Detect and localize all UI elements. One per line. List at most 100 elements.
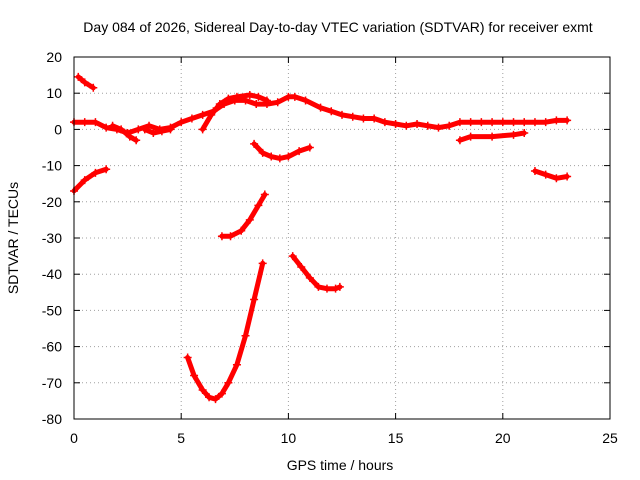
- data-point: [198, 386, 207, 395]
- data-point: [149, 129, 158, 138]
- data-point: [145, 121, 154, 130]
- data-point: [108, 121, 117, 130]
- y-tick-label: 10: [46, 85, 62, 101]
- data-point: [391, 119, 400, 128]
- data-point: [267, 152, 276, 161]
- data-point: [198, 125, 207, 134]
- data-point: [102, 165, 111, 174]
- data-point: [132, 136, 141, 145]
- series-arc-12: [532, 168, 570, 181]
- data-point: [241, 331, 250, 340]
- data-point: [89, 83, 98, 92]
- plot-frame: [73, 56, 611, 420]
- data-point: [520, 118, 529, 127]
- data-point: [215, 100, 224, 109]
- data-point: [177, 118, 186, 127]
- data-point: [250, 139, 259, 148]
- data-point: [198, 110, 207, 119]
- data-point: [254, 92, 263, 101]
- data-point: [252, 100, 261, 109]
- data-point: [477, 118, 486, 127]
- data-point: [541, 118, 550, 127]
- data-point: [380, 118, 389, 127]
- data-point: [74, 72, 83, 81]
- y-tick-label: 20: [46, 49, 62, 65]
- data-point: [254, 201, 263, 210]
- data-point: [327, 107, 336, 116]
- y-tick-label: -70: [42, 375, 62, 391]
- y-tick-label: -50: [42, 302, 62, 318]
- series-arc-2: [110, 123, 139, 143]
- data-point: [224, 94, 233, 103]
- data-point: [335, 282, 344, 291]
- data-point: [80, 176, 89, 185]
- data-point: [80, 118, 89, 127]
- y-tick-label: -60: [42, 339, 62, 355]
- x-tick-label: 20: [495, 430, 511, 446]
- data-point: [117, 125, 126, 134]
- data-point: [348, 112, 357, 121]
- data-point: [157, 127, 166, 136]
- data-point: [455, 118, 464, 127]
- tick-layer: 0 5 10 15 20 25 -80 -70 -60 -50 -40 -30 -20 -10 0 10 20: [42, 49, 618, 446]
- data-point: [314, 282, 323, 291]
- data-point: [552, 174, 561, 183]
- data-point: [80, 78, 89, 87]
- data-point: [297, 262, 306, 271]
- data-point: [258, 148, 267, 157]
- data-point: [258, 259, 267, 268]
- data-point: [466, 118, 475, 127]
- grid-layer: [74, 57, 610, 419]
- data-point: [563, 172, 572, 181]
- data-point: [402, 121, 411, 130]
- data-point: [488, 132, 497, 141]
- data-point: [290, 92, 299, 101]
- data-point: [226, 232, 235, 241]
- x-axis-title: GPS time / hours: [287, 457, 394, 473]
- data-point: [237, 226, 246, 235]
- data-point: [232, 92, 241, 101]
- data-point: [183, 353, 192, 362]
- data-point: [166, 125, 175, 134]
- data-point: [205, 393, 214, 402]
- data-point: [211, 395, 220, 404]
- data-point: [250, 295, 259, 304]
- y-tick-label: 0: [54, 121, 62, 137]
- x-tick-label: 15: [388, 430, 404, 446]
- data-point: [91, 168, 100, 177]
- x-tick-label: 25: [602, 430, 618, 446]
- data-point: [322, 284, 331, 293]
- y-tick-label: -40: [42, 266, 62, 282]
- data-point: [434, 123, 443, 132]
- data-point: [260, 190, 269, 199]
- series-layer: [70, 72, 572, 404]
- x-tick-label: 5: [177, 430, 185, 446]
- data-point: [125, 132, 134, 141]
- data-point: [284, 152, 293, 161]
- data-point: [190, 371, 199, 380]
- data-point: [232, 360, 241, 369]
- data-point: [498, 118, 507, 127]
- chart-title: Day 084 of 2026, Sidereal Day-to-day VTE…: [83, 19, 592, 35]
- data-point: [331, 284, 340, 293]
- data-point: [295, 147, 304, 156]
- data-point: [288, 252, 297, 261]
- y-tick-label: -10: [42, 158, 62, 174]
- data-point: [455, 136, 464, 145]
- data-point: [530, 118, 539, 127]
- data-point: [552, 116, 561, 125]
- data-point: [245, 215, 254, 224]
- data-point: [301, 96, 310, 105]
- data-point: [488, 118, 497, 127]
- data-point: [207, 110, 216, 119]
- data-point: [262, 96, 271, 105]
- data-point: [140, 125, 149, 134]
- data-point: [466, 132, 475, 141]
- data-point: [305, 273, 314, 282]
- data-point: [520, 129, 529, 138]
- x-tick-label: 10: [281, 430, 297, 446]
- data-point: [91, 118, 100, 127]
- data-point: [305, 143, 314, 152]
- series-arc-main: [71, 94, 570, 136]
